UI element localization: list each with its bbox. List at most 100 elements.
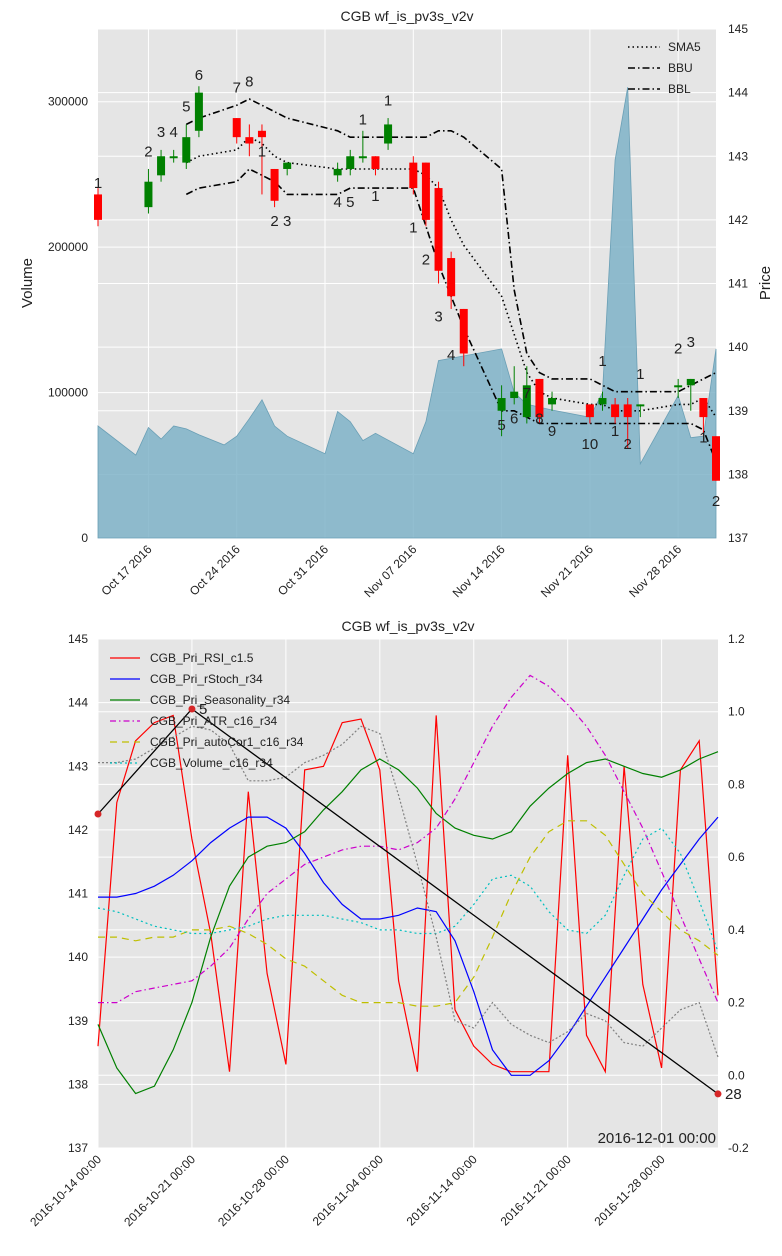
count-label: 2 [422, 251, 430, 268]
count-label: 5 [182, 99, 190, 116]
legend-label: CGB_Pri_ATR_c16_r34 [150, 714, 277, 728]
count-label: 1 [611, 423, 619, 440]
count-label: 6 [510, 410, 518, 427]
y-left-tick-label: 138 [68, 1077, 88, 1091]
y-right-tick-label: 1.0 [728, 705, 745, 719]
y-right-tick-label: -0.2 [728, 1141, 749, 1155]
legend-label: BBU [668, 61, 693, 75]
unlabeled-series-line [98, 725, 719, 1058]
x-tick-label: 2016-11-28 00:00 [591, 1152, 667, 1228]
y-left-tick-label: 140 [68, 950, 88, 964]
sma5-line [185, 136, 717, 418]
count-label: 8 [245, 73, 253, 90]
count-label: 1 [359, 111, 367, 128]
top-y-right-label: Price [757, 266, 774, 300]
x-tick-label: 2016-11-04 00:00 [310, 1152, 386, 1228]
candle-body [522, 385, 531, 418]
y-left-tick-label: 145 [68, 632, 88, 646]
trend-point [188, 705, 196, 713]
y-left-tick-label: 137 [68, 1141, 88, 1155]
y-left-tick-label: 100000 [48, 386, 88, 400]
count-label: 2 [270, 213, 278, 230]
x-tick-label: Nov 28 2016 [626, 542, 684, 600]
y-right-tick-label: 0.0 [728, 1068, 745, 1082]
trend-point-label: 5 [199, 701, 207, 718]
legend-label: CGB_Pri_autoCor1_c16_r34 [150, 735, 304, 749]
trend-point [714, 1090, 722, 1098]
y-left-tick-label: 144 [68, 696, 88, 710]
candle-body [674, 385, 683, 388]
count-label: 6 [195, 67, 203, 84]
candle-body [459, 308, 468, 354]
bottom-chart-title: CGB wf_is_pv3s_v2v [341, 618, 474, 634]
y-right-tick-label: 141 [728, 277, 748, 291]
y-right-tick-label: 139 [728, 404, 748, 418]
count-label: 1 [258, 143, 266, 160]
candle-body [598, 398, 607, 405]
count-label: 1 [384, 92, 392, 109]
y-right-tick-label: 143 [728, 149, 748, 163]
series-line [97, 751, 719, 1095]
count-label: 4 [333, 194, 341, 211]
legend-label: SMA5 [668, 40, 701, 54]
count-label: 7 [233, 80, 241, 97]
x-tick-label: 2016-10-21 00:00 [121, 1152, 198, 1229]
count-label: 3 [157, 124, 165, 141]
top-y-left-label: Volume [19, 258, 36, 308]
count-label: 1 [699, 430, 707, 447]
count-label: 5 [346, 194, 354, 211]
y-right-tick-label: 1.2 [728, 632, 745, 646]
candle-body [686, 378, 695, 386]
count-label: 2 [674, 340, 682, 357]
count-label: 2 [144, 143, 152, 160]
count-label: 9 [548, 423, 556, 440]
candle-body [232, 118, 241, 138]
count-label: 7 [523, 385, 531, 402]
count-label: 2 [712, 493, 720, 510]
top-chart-title: CGB wf_is_pv3s_v2v [340, 8, 473, 24]
y-right-tick-label: 142 [728, 213, 748, 227]
y-left-tick-label: 300000 [48, 95, 88, 109]
count-label: 10 [582, 436, 599, 453]
x-tick-label: Oct 24 2016 [187, 542, 243, 598]
candle-body [270, 168, 279, 201]
x-tick-label: 2016-11-21 00:00 [498, 1152, 574, 1228]
candle-body [182, 137, 191, 163]
candle-body [157, 156, 166, 176]
y-left-tick-label: 0 [81, 531, 88, 545]
volume-area-layer [97, 87, 717, 539]
y-left-tick-label: 143 [68, 759, 88, 773]
top-legend: SMA5 BBU BBL [628, 40, 701, 96]
legend-label: CGB_Pri_RSI_c1.5 [150, 651, 254, 665]
y-right-tick-label: 0.4 [728, 923, 745, 937]
trend-point [94, 810, 102, 818]
candle-body [144, 181, 153, 208]
candle-body [283, 162, 292, 169]
candle-body [194, 92, 203, 131]
count-label: 1 [636, 366, 644, 383]
bottom-gridlines [97, 638, 718, 1149]
count-label: 5 [497, 417, 505, 434]
legend-label: CGB_Volume_c16_r34 [150, 756, 273, 770]
legend-label: CGB_Pri_Seasonality_r34 [150, 693, 290, 707]
x-tick-label: Oct 17 2016 [98, 542, 154, 598]
candle-body [384, 124, 393, 144]
trend-line-layer: 5 28 [94, 701, 742, 1103]
candle-body [623, 404, 632, 418]
candle-body [447, 258, 456, 297]
candles-layer [94, 86, 720, 481]
candle-body [169, 156, 178, 159]
candle-body [257, 130, 266, 138]
y-right-tick-label: 138 [728, 467, 748, 481]
x-tick-label: Oct 31 2016 [275, 542, 331, 598]
y-right-tick-label: 140 [728, 340, 748, 354]
y-left-tick-label: 142 [68, 823, 88, 837]
candle-body [94, 194, 102, 220]
candle-body [510, 391, 519, 399]
candle-body [585, 404, 594, 418]
candle-body [497, 398, 506, 411]
count-label: 4 [170, 124, 178, 141]
x-tick-label: Nov 07 2016 [361, 542, 419, 600]
